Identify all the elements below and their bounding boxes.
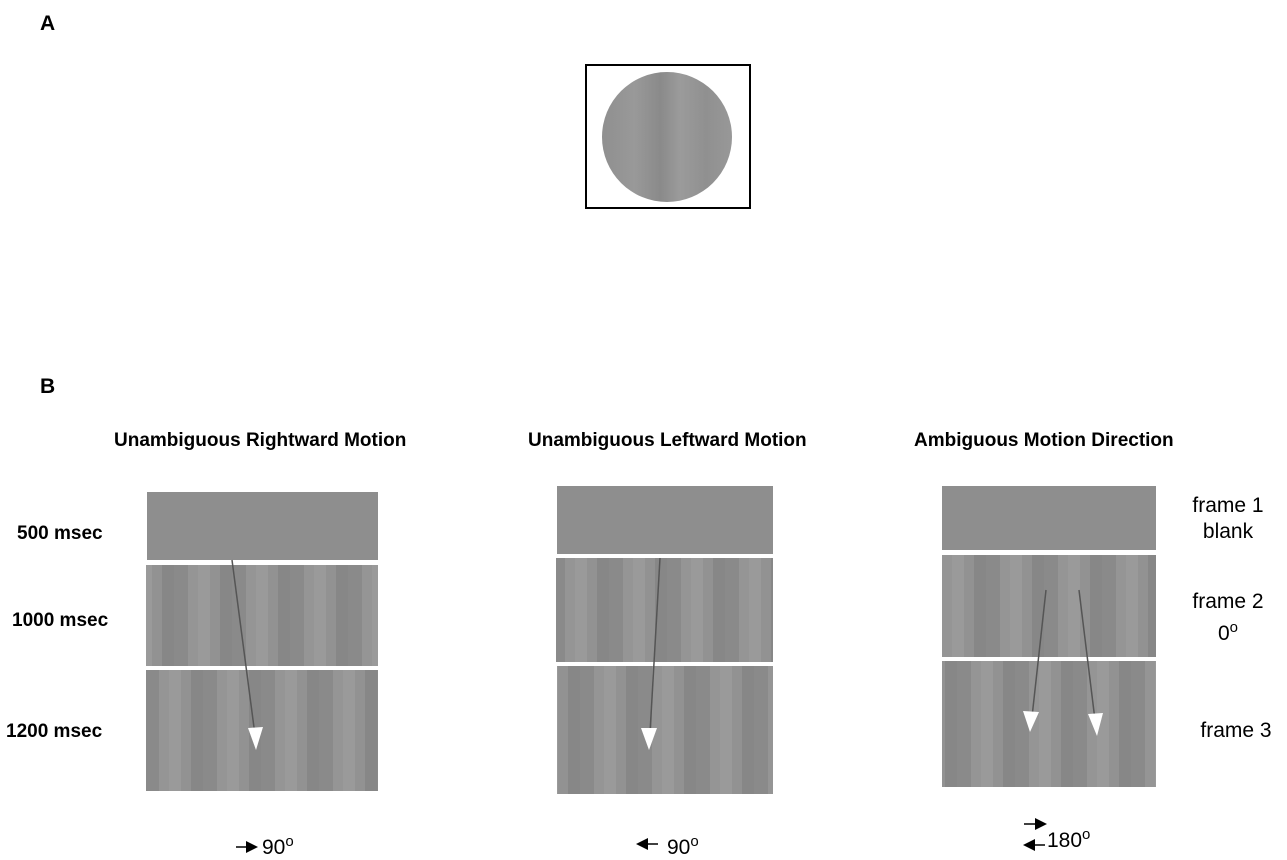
degree-symbol: o	[690, 833, 699, 850]
frame-label-line: frame 3	[1200, 719, 1272, 742]
grating-disc	[602, 72, 732, 202]
motion-arrow-line	[649, 557, 661, 734]
degree-symbol: o	[1229, 619, 1239, 636]
angle-label-rightward: 90o	[262, 833, 294, 860]
frame-grating-1	[556, 558, 773, 662]
angle-label-ambiguous: 180o	[1047, 826, 1090, 853]
motion-arrow-line	[1078, 589, 1096, 721]
panel-a-label: A	[40, 12, 56, 35]
degree-symbol: o	[285, 833, 294, 850]
frame-angle-value: 0	[1217, 622, 1230, 645]
degree-symbol: o	[1082, 826, 1091, 843]
frame-blank	[942, 486, 1156, 550]
angle-label-leftward: 90o	[667, 833, 699, 860]
frame-grating-2	[557, 666, 773, 794]
motion-arrow-line	[231, 559, 256, 736]
frame-blank	[557, 486, 773, 554]
angle-value: 180	[1047, 829, 1083, 852]
column-leftward	[556, 486, 773, 850]
stimulus-display	[585, 64, 751, 209]
frame-1-label: frame 1 blank	[1183, 493, 1273, 545]
column-title-rightward: Unambiguous Rightward Motion	[114, 430, 407, 451]
motion-arrow-head	[641, 728, 657, 750]
duration-label: 500 msec	[17, 523, 103, 544]
frame-label-line: frame 1	[1192, 494, 1264, 517]
frame-blank	[147, 492, 378, 560]
motion-arrow-head	[248, 727, 263, 750]
frame-grating-1	[942, 555, 1156, 657]
direction-arrow-head	[1023, 839, 1035, 851]
frame-grating-2	[942, 661, 1156, 787]
angle-value: 90	[667, 836, 691, 859]
frame-label-line: 0o	[1183, 615, 1273, 647]
direction-arrow-head	[246, 841, 258, 853]
frame-grating-1	[146, 565, 378, 666]
frame-3-label: frame 3	[1191, 718, 1281, 744]
direction-arrow-head	[1035, 818, 1047, 830]
motion-arrow-head	[1023, 711, 1039, 732]
duration-label: 1000 msec	[12, 610, 109, 631]
frame-grating-2	[146, 670, 378, 791]
duration-label: 1200 msec	[6, 721, 103, 742]
angle-value: 90	[262, 836, 286, 859]
motion-arrow-head	[1088, 713, 1103, 736]
direction-arrow-head	[636, 838, 648, 850]
frame-label-line: blank	[1202, 520, 1254, 543]
column-title-ambiguous: Ambiguous Motion Direction	[914, 430, 1174, 451]
column-rightward	[146, 492, 378, 853]
panel-b-label: B	[40, 375, 56, 398]
column-ambiguous	[942, 486, 1156, 851]
frame-label-line: frame 2	[1192, 590, 1264, 613]
frame-2-label: frame 2 0o	[1183, 589, 1273, 647]
column-title-leftward: Unambiguous Leftward Motion	[528, 430, 807, 451]
motion-arrow-line	[1031, 589, 1047, 718]
